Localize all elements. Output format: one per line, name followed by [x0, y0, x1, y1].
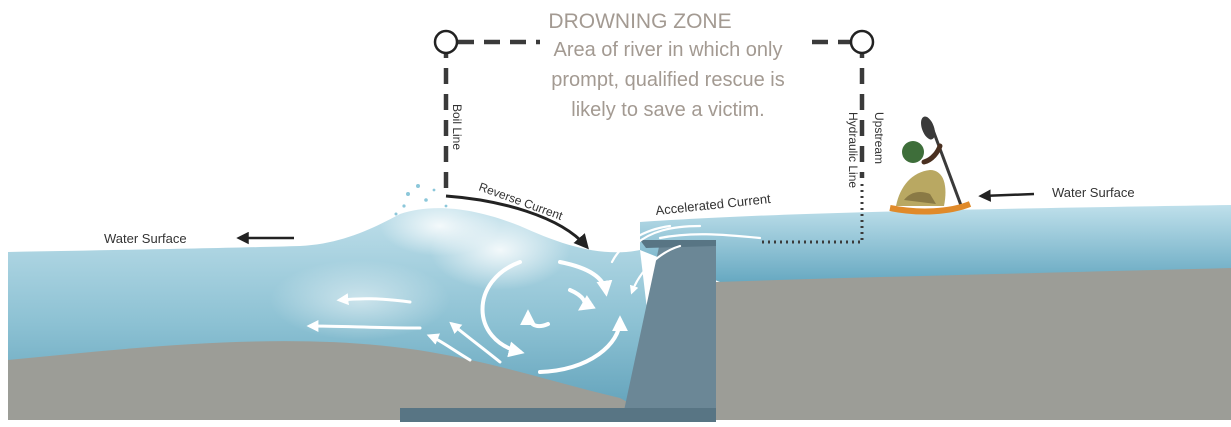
kayaker-icon: [889, 116, 972, 215]
upstream-water: [640, 205, 1231, 290]
drowning-zone-title: DROWNING ZONE: [548, 10, 731, 33]
upstream-label: Upstream: [872, 112, 886, 164]
reverse-current-arrow: [445, 194, 589, 250]
paddle-icon: [928, 121, 964, 209]
dam-face: [622, 242, 716, 420]
riverbed-right: [716, 268, 1231, 420]
dam-top: [640, 240, 716, 248]
riverbed-left: [8, 341, 660, 420]
water-surface-label-right: Water Surface: [1052, 185, 1135, 200]
accelerated-current-streamlines: [610, 224, 762, 295]
description-line: likely to save a victim.: [571, 99, 764, 121]
dam-apron: [400, 408, 716, 422]
arrow-left-icon: [978, 189, 1035, 202]
circle-marker-icon: [849, 29, 875, 55]
description-line: Area of river in which only: [554, 39, 783, 61]
hydraulic-line-label: Hydraulic Line: [846, 112, 860, 188]
boil-line-label: Boil Line: [450, 104, 464, 150]
accelerated-current-label: Accelerated Current: [655, 191, 772, 218]
circle-marker-icon: [433, 29, 459, 55]
water-surface-label-left: Water Surface: [104, 231, 187, 246]
description-line: prompt, qualified rescue is: [551, 69, 784, 91]
recirculation-arrows: [480, 260, 628, 374]
outflow-arrows: [306, 293, 502, 364]
upstream-hydraulic-line-dots: [760, 184, 864, 244]
drowning-zone-frame: [443, 39, 865, 192]
